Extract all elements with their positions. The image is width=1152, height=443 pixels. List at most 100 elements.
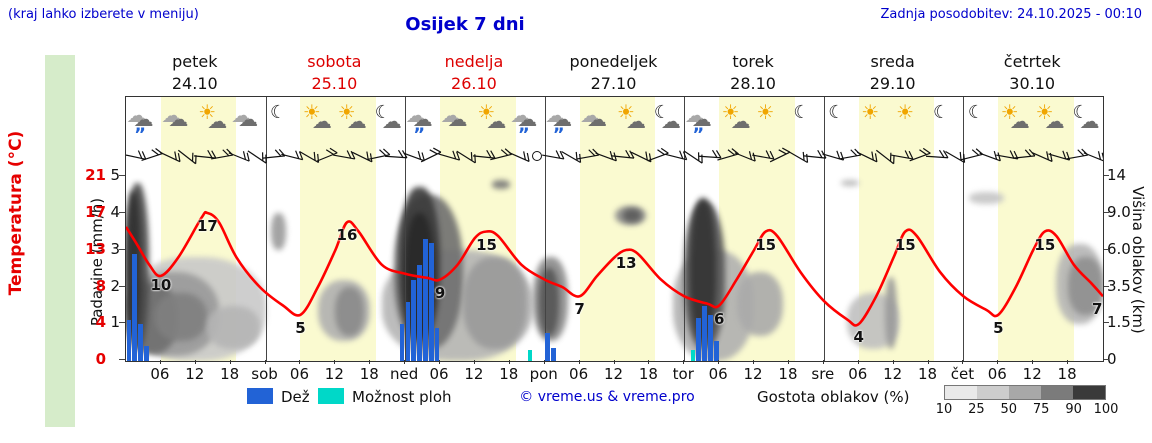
x-tick-mark (892, 360, 894, 364)
hour-label: 12 (743, 365, 763, 383)
x-tick-mark (822, 360, 824, 364)
hour-label: 18 (1057, 365, 1077, 383)
cloud-blob (736, 272, 784, 337)
x-tick-mark (753, 360, 755, 364)
rain-bar (434, 327, 440, 361)
wind-barb-icon (734, 151, 757, 162)
hour-label: 06 (289, 365, 309, 383)
cloud-density-scale-label: 100 (1093, 402, 1119, 417)
partly-sunny-icon: ☀ ☁ (337, 100, 367, 133)
wind-barb-icon (403, 150, 425, 162)
rain-bar (143, 346, 149, 361)
shower-bar (527, 349, 533, 361)
wind-barb-icon (247, 150, 267, 164)
day-abbr-label: čet (950, 365, 975, 383)
temperature-value-label: 5 (295, 318, 306, 337)
cloudy-icon: ☁ ☁ (161, 103, 189, 131)
calm-wind-icon (531, 151, 542, 161)
shower-legend-label: Možnost ploh (352, 388, 452, 406)
cloud-density-scale-label: 50 (1000, 402, 1018, 417)
cloud-blob (841, 180, 859, 187)
axis-tick-label: 13 (85, 240, 106, 258)
x-tick-mark (962, 360, 964, 364)
wind-barb-icon (472, 149, 496, 159)
wind-barb-icon (751, 150, 775, 160)
temperature-value-label: 9 (434, 283, 446, 302)
cloud-blob (271, 213, 286, 250)
wind-barb-icon (508, 151, 530, 163)
rain-bar (708, 314, 713, 361)
temperature-axis-title: Temperatura (°C) (6, 130, 26, 296)
cloud-density-segment (1009, 386, 1041, 399)
rain-icon: ☁ ☁ „ (126, 103, 154, 136)
left-accent-strip (45, 55, 75, 427)
wind-barb-icon (542, 150, 565, 160)
cloud-blob (207, 305, 260, 349)
moon-cloud-icon: ☾ ☁ (374, 102, 402, 133)
wind-barb-icon (979, 150, 1001, 162)
x-tick-mark (1067, 360, 1069, 364)
copyright-link[interactable]: © vreme.us & vreme.pro (519, 389, 695, 405)
axis-tick-mark (119, 175, 125, 176)
rain-bar (702, 305, 707, 361)
axis-tick-mark (119, 322, 125, 323)
sun-icon: ☀ (756, 100, 775, 124)
partly-sunny-icon: ☀ ☁ (477, 100, 507, 133)
page-title: Osijek 7 dni (405, 14, 525, 35)
axis-tick-label: 3 (110, 240, 120, 258)
temperature-value-label: 7 (1091, 300, 1103, 319)
wind-barb-icon (280, 150, 303, 161)
plot-area: 17 16 15 13 15 15 15 10 5 9 7 6 4 5 7 ☁ ☁ „ ☁ ☁ ☀ ☁ ☁ ☁ ☾ ☀ ☁ ☀ ☁ ☾ ☁… (125, 96, 1104, 362)
sun-icon: ☀ (861, 100, 880, 124)
day-date: 26.10 (451, 74, 497, 93)
rain-bar (696, 318, 702, 361)
hour-label: 06 (150, 365, 170, 383)
shower-legend-swatch (318, 388, 344, 404)
cloud-density-scale-label: 25 (968, 402, 985, 417)
rain-bar (713, 340, 719, 361)
rain-bar (126, 320, 132, 361)
moon-icon: ☾ (828, 102, 845, 123)
x-tick-mark (578, 360, 580, 364)
wind-barb-icon (421, 147, 442, 163)
x-tick-mark (194, 360, 196, 364)
temperature-curve-svg (126, 210, 1103, 327)
day-abbr-label: tor (672, 365, 694, 383)
hour-label: 12 (1022, 365, 1042, 383)
partly-sunny-icon: ☀ ☁ (198, 100, 228, 133)
location-hint: (kraj lahko izberete v meniju) (8, 7, 199, 22)
day-name: torek (732, 52, 774, 71)
partly-sunny-icon: ☀ ☁ (302, 100, 332, 133)
hour-label: 06 (987, 365, 1007, 383)
temperature-value-label: 15 (476, 235, 497, 254)
x-tick-mark (718, 360, 720, 364)
axis-tick-mark (1103, 286, 1109, 287)
sun-icon: ☀ (896, 100, 915, 124)
axis-tick-label: 4 (110, 203, 120, 221)
partly-sunny-icon: ☀ ☁ (1000, 100, 1030, 133)
axis-tick-label: 17 (85, 203, 106, 221)
axis-tick-mark (119, 249, 125, 250)
day-name: ponedeljek (569, 52, 658, 71)
cloud-density-scale-label: 90 (1065, 402, 1082, 417)
wind-barb-icon (961, 148, 984, 161)
cloud-density-scale (944, 385, 1106, 400)
x-tick-mark (1032, 360, 1034, 364)
x-tick-mark (264, 360, 266, 364)
moon-icon: ☾ (270, 102, 287, 123)
moon-icon: ☾ (932, 102, 950, 123)
x-tick-mark (369, 360, 371, 364)
temperature-value-label: 4 (853, 328, 864, 346)
axis-tick-mark (119, 212, 125, 213)
partly-sunny-icon: ☀ ☁ (1035, 100, 1065, 133)
hour-label: 18 (638, 365, 658, 383)
x-tick-mark (927, 360, 929, 364)
day-date: 24.10 (171, 74, 218, 93)
rain-icon: ☁ ☁ „ (510, 103, 538, 136)
hour-label: 06 (708, 365, 728, 383)
hour-label: 06 (429, 365, 449, 383)
wind-barb-icon (909, 147, 931, 162)
temperature-value-label: 15 (755, 235, 777, 254)
x-tick-mark (857, 360, 859, 364)
cloud-density-scale-label: 10 (935, 402, 953, 417)
